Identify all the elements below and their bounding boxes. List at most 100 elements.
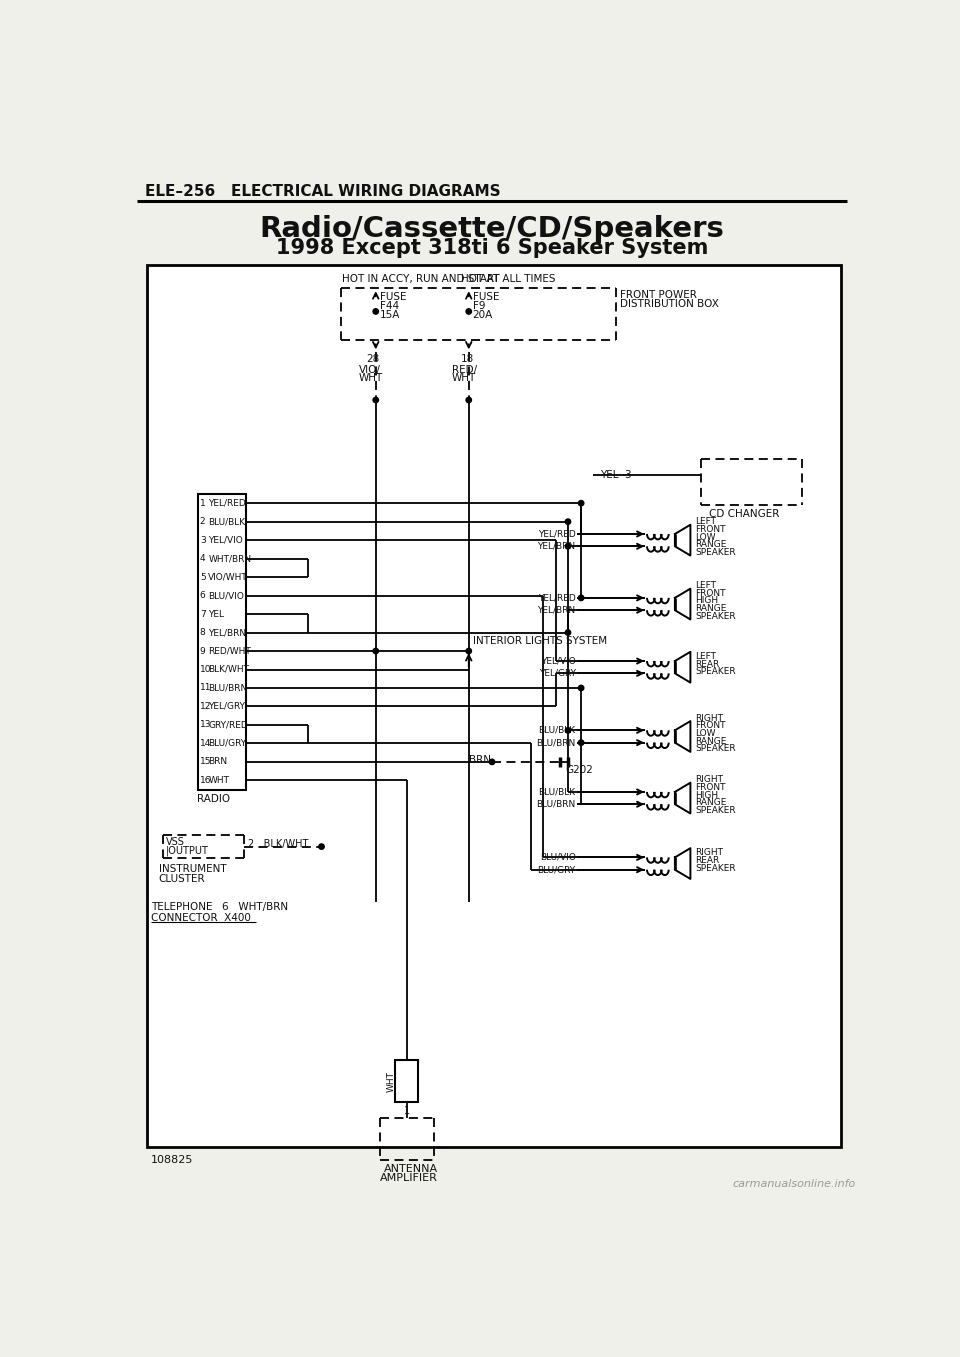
- Circle shape: [490, 759, 494, 764]
- Text: 108825: 108825: [151, 1155, 193, 1164]
- Text: ANTENNA: ANTENNA: [383, 1164, 438, 1174]
- Text: INTERIOR LIGHTS SYSTEM: INTERIOR LIGHTS SYSTEM: [472, 636, 607, 646]
- Text: YEL: YEL: [208, 609, 225, 619]
- Text: BLU/GRY: BLU/GRY: [538, 866, 576, 874]
- Text: BLU/BRN: BLU/BRN: [537, 799, 576, 809]
- Text: Radio/Cassette/CD/Speakers: Radio/Cassette/CD/Speakers: [259, 216, 725, 243]
- Text: YEL/RED: YEL/RED: [538, 529, 576, 539]
- Text: RANGE: RANGE: [695, 737, 727, 745]
- FancyBboxPatch shape: [147, 265, 841, 1147]
- Text: |OUTPUT: |OUTPUT: [166, 845, 208, 855]
- Text: 16: 16: [200, 776, 211, 784]
- Circle shape: [579, 596, 584, 601]
- Text: TELEPHONE: TELEPHONE: [151, 902, 212, 912]
- Text: YEL/BRN: YEL/BRN: [208, 628, 247, 636]
- Text: HOT IN ACCY, RUN AND START: HOT IN ACCY, RUN AND START: [343, 274, 500, 285]
- Text: FRONT: FRONT: [695, 525, 726, 533]
- Text: 12: 12: [200, 702, 211, 711]
- Text: WHT/BRN: WHT/BRN: [208, 554, 252, 563]
- Text: 20A: 20A: [472, 309, 492, 320]
- Text: WHT: WHT: [208, 776, 229, 784]
- Text: SPEAKER: SPEAKER: [695, 744, 735, 753]
- Text: BRN: BRN: [208, 757, 228, 767]
- Text: YEL/BRN: YEL/BRN: [538, 605, 576, 615]
- Circle shape: [466, 649, 471, 654]
- Text: AMPLIFIER: AMPLIFIER: [379, 1172, 438, 1183]
- Text: 1: 1: [200, 498, 205, 508]
- Text: LOW: LOW: [695, 532, 715, 541]
- Text: 3: 3: [200, 536, 205, 544]
- Text: CD CHANGER: CD CHANGER: [709, 509, 780, 520]
- Text: BLU/GRY: BLU/GRY: [208, 740, 247, 748]
- Text: SPEAKER: SPEAKER: [695, 548, 735, 556]
- Text: 15A: 15A: [379, 309, 400, 320]
- Text: YEL/GRY: YEL/GRY: [539, 669, 576, 678]
- Text: 18: 18: [461, 354, 474, 364]
- Text: 4: 4: [200, 554, 205, 563]
- Text: YEL  3: YEL 3: [601, 470, 632, 480]
- Text: BLU/VIO: BLU/VIO: [208, 592, 244, 600]
- Text: FRONT: FRONT: [695, 589, 726, 598]
- Text: YEL/RED: YEL/RED: [538, 593, 576, 603]
- Text: BLU/BRN: BLU/BRN: [208, 684, 248, 692]
- Circle shape: [565, 544, 570, 550]
- Text: LEFT: LEFT: [695, 517, 716, 527]
- Text: RIGHT: RIGHT: [695, 848, 723, 858]
- Text: VSS: VSS: [166, 836, 184, 847]
- Text: WHT: WHT: [387, 1071, 396, 1092]
- Text: 15: 15: [200, 757, 211, 767]
- Text: BLU/BLK: BLU/BLK: [208, 517, 246, 527]
- Text: G202: G202: [565, 765, 593, 775]
- Circle shape: [373, 649, 378, 654]
- Text: SPEAKER: SPEAKER: [695, 612, 735, 622]
- Circle shape: [373, 398, 378, 403]
- Text: CLUSTER: CLUSTER: [158, 874, 205, 883]
- Text: CONNECTOR  X400: CONNECTOR X400: [151, 913, 251, 923]
- Text: 1998 Except 318ti 6 Speaker System: 1998 Except 318ti 6 Speaker System: [276, 239, 708, 258]
- Text: 9: 9: [200, 646, 205, 655]
- Circle shape: [565, 630, 570, 635]
- Text: 8: 8: [200, 628, 205, 636]
- Text: SPEAKER: SPEAKER: [695, 863, 735, 873]
- Circle shape: [579, 501, 584, 506]
- Text: INSTRUMENT: INSTRUMENT: [158, 864, 227, 874]
- Text: 14: 14: [200, 740, 211, 748]
- Text: RANGE: RANGE: [695, 798, 727, 807]
- Text: 10: 10: [200, 665, 211, 674]
- FancyBboxPatch shape: [198, 494, 247, 790]
- Text: SPEAKER: SPEAKER: [695, 668, 735, 676]
- Text: carmanualsonline.info: carmanualsonline.info: [732, 1179, 856, 1189]
- Text: BLK/WHT: BLK/WHT: [208, 665, 250, 674]
- Text: FUSE: FUSE: [379, 292, 406, 303]
- Text: HIGH: HIGH: [695, 597, 718, 605]
- Text: DISTRIBUTION BOX: DISTRIBUTION BOX: [620, 299, 719, 309]
- Text: VIO/WHT: VIO/WHT: [208, 573, 248, 582]
- Text: FRONT: FRONT: [695, 783, 726, 792]
- Text: REAR: REAR: [695, 856, 719, 864]
- Text: 6: 6: [200, 592, 205, 600]
- Text: 5: 5: [200, 573, 205, 582]
- Text: 6   WHT/BRN: 6 WHT/BRN: [223, 902, 288, 912]
- Text: 7: 7: [200, 609, 205, 619]
- Text: RADIO: RADIO: [198, 794, 230, 805]
- Text: YEL/RED: YEL/RED: [208, 498, 246, 508]
- Text: BLU/BLK: BLU/BLK: [539, 726, 576, 735]
- Text: YEL/VIO: YEL/VIO: [540, 657, 576, 665]
- Text: LOW: LOW: [695, 729, 715, 738]
- Circle shape: [319, 844, 324, 849]
- Circle shape: [565, 727, 570, 733]
- Text: LEFT: LEFT: [695, 651, 716, 661]
- Circle shape: [373, 309, 378, 313]
- Text: 1: 1: [403, 1106, 410, 1115]
- Text: FUSE: FUSE: [472, 292, 499, 303]
- Text: 28: 28: [367, 354, 380, 364]
- Text: BLU/BLK: BLU/BLK: [539, 787, 576, 797]
- Circle shape: [466, 398, 471, 403]
- Text: RANGE: RANGE: [695, 604, 727, 613]
- Text: LEFT: LEFT: [695, 581, 716, 590]
- Circle shape: [579, 685, 584, 691]
- Text: REAR: REAR: [695, 660, 719, 669]
- Text: RIGHT: RIGHT: [695, 714, 723, 722]
- Text: RANGE: RANGE: [695, 540, 727, 550]
- Text: RED/: RED/: [452, 365, 477, 375]
